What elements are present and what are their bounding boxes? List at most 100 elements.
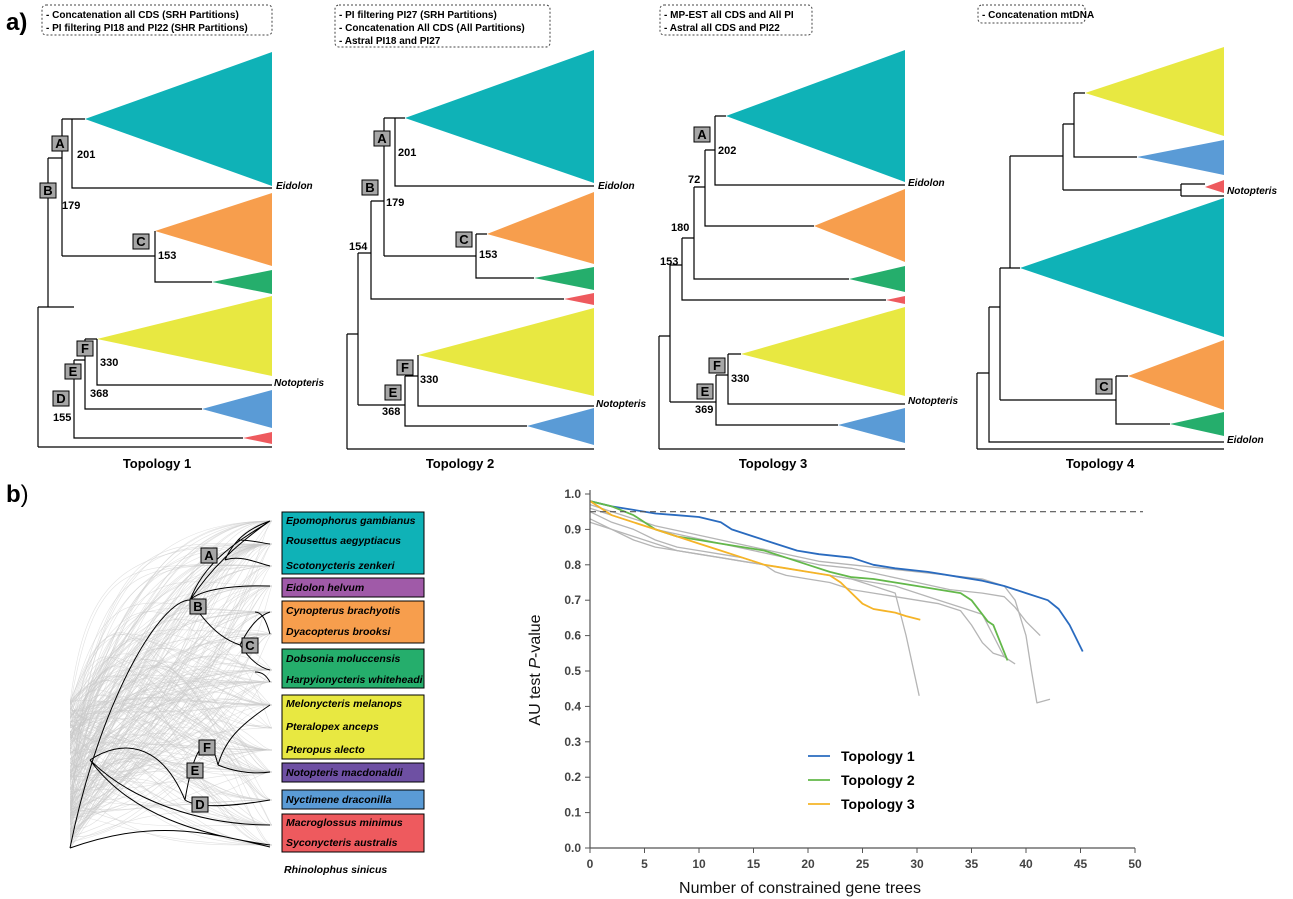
methods-box [659,4,813,36]
topology-title: Topology 4 [1066,456,1135,471]
topology-title: Topology 1 [123,456,191,471]
species-label: Cynopterus brachyotis [286,605,401,617]
gene-tree-line [70,543,273,703]
clade-triangle [1137,140,1224,175]
svg-text:E: E [69,364,78,379]
tip-label: Notopteris [1227,186,1277,197]
species-label: Rousettus aegyptiacus [286,535,401,547]
y-tick-label: 1.0 [564,487,581,501]
gene-tree-line [70,700,273,846]
support-value: 153 [158,250,176,262]
method-line: - MP-EST all CDS and All PI [664,10,794,21]
x-tick-label: 30 [910,857,924,871]
node-label-d: D [52,390,70,407]
support-value: 155 [53,412,71,424]
clade-box-blue [281,789,425,810]
gene-tree-line [70,681,273,817]
gene-tree-line [70,543,273,704]
species-label: Pteropus alecto [286,744,365,756]
gene-tree-line [70,611,273,701]
svg-text:B: B [365,180,374,195]
x-tick-label: 20 [801,857,815,871]
y-tick-label: 0.4 [564,699,581,713]
clade-triangle [726,50,905,182]
gene-tree-line [70,749,273,800]
svg-text:E: E [191,763,200,778]
clade-box-red [281,813,425,853]
node-label-f: F [198,739,216,756]
series-line-topology-1 [589,500,1084,652]
gene-tree-line [70,633,273,819]
gene-tree-line [70,704,273,838]
topology-title: Topology 3 [739,456,807,471]
clade-triangle [418,308,594,396]
gene-tree-line [70,633,273,751]
svg-text:C: C [245,638,255,653]
support-value: 368 [90,388,108,400]
clade-triangle [487,192,594,264]
support-value: 153 [660,256,678,268]
gene-tree-line [70,737,273,846]
svg-text:C: C [1099,379,1109,394]
x-tick-label: 40 [1019,857,1033,871]
topology-1: - Concatenation all CDS (SRH Partitions)… [37,4,324,471]
support-value: 369 [695,404,713,416]
support-value: 202 [718,145,736,157]
gene-tree-line [70,647,273,836]
gene-tree-line [70,611,273,849]
node-label-c: C [132,233,150,250]
gene-tree-line [70,724,273,826]
support-value: 180 [671,222,689,234]
method-line: - Astral PI18 and PI27 [339,36,441,47]
gene-tree-line [70,698,273,773]
gene-tree-line [70,681,273,756]
species-label: Pteralopex anceps [286,721,379,733]
species-label: Notopteris macdonaldii [286,767,404,779]
method-line: - PI filtering PI18 and PI22 (SHR Partit… [46,23,248,34]
series-line-topology-3 [589,500,921,621]
gene-tree-line [70,585,273,723]
gene-tree-line [70,667,273,796]
gene-tree-line [70,565,273,754]
gene-tree-line [70,543,273,749]
svg-text:D: D [195,797,204,812]
species-label: Nyctimene draconilla [286,794,392,806]
clade-triangle [886,296,905,304]
method-line: - Astral all CDS and PI22 [664,23,780,34]
support-value: 330 [731,373,749,385]
gene-tree-line [70,520,273,826]
gene-tree-line [70,543,273,710]
gene-tree-line [70,702,273,841]
gene-tree-line [70,543,273,747]
clade-triangle [155,193,272,266]
topology-2: - PI filtering PI27 (SRH Partitions) - C… [334,4,646,471]
clade-triangle [1128,340,1224,410]
gene-tree-line [70,543,273,810]
gene-tree-line [70,585,273,748]
clade-triangle [1170,412,1224,436]
support-value: 179 [386,197,404,209]
clade-triangle [564,293,594,305]
gene-tree-cloud [70,520,273,850]
panel-label-b: b) [6,481,29,508]
y-tick-label: 0.2 [564,770,581,784]
tip-label: Notopteris [908,396,958,407]
series-line-other [589,511,1005,658]
tip-label: Eidolon [276,181,313,192]
gene-tree-line [70,749,273,837]
gene-tree-line [70,751,273,826]
node-label-c: C [1095,378,1113,395]
x-tick-label: 45 [1074,857,1088,871]
clade-triangle [212,270,272,294]
svg-text:C: C [136,234,146,249]
species-label: Dobsonia moluccensis [286,653,401,665]
species-label: Syconycteris australis [286,837,398,849]
clade-box-yellow [281,694,425,760]
gene-tree-line [70,731,273,776]
clade-triangle [838,408,905,443]
clade-triangle [202,390,272,428]
node-label-f: F [708,357,726,374]
gene-tree-line [70,680,273,773]
gene-tree-line [70,543,273,789]
gene-tree-line [70,585,273,790]
